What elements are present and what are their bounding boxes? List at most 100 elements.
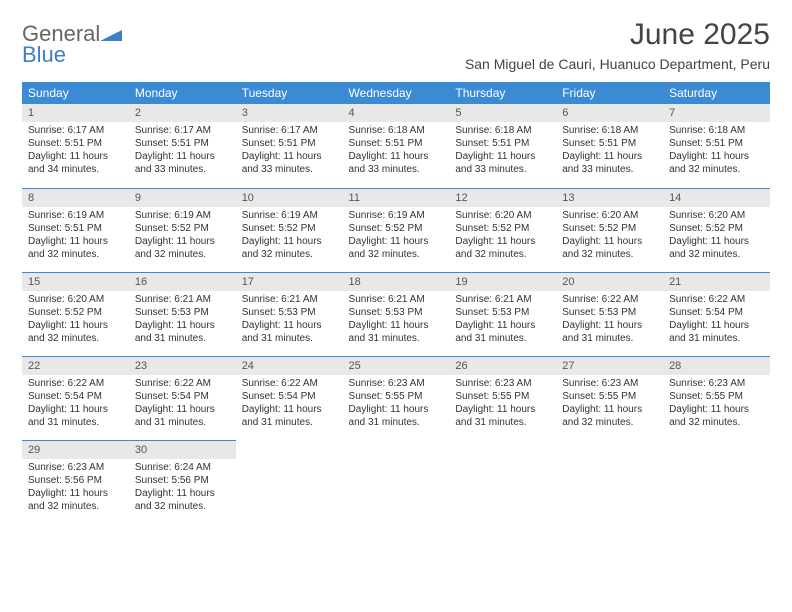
sunset-text: Sunset: 5:56 PM bbox=[135, 474, 230, 487]
day-number: 21 bbox=[663, 273, 770, 291]
calendar-week-row: 15Sunrise: 6:20 AMSunset: 5:52 PMDayligh… bbox=[22, 272, 770, 356]
calendar-week-row: 1Sunrise: 6:17 AMSunset: 5:51 PMDaylight… bbox=[22, 104, 770, 188]
sunset-text: Sunset: 5:55 PM bbox=[669, 390, 764, 403]
day-body: Sunrise: 6:19 AMSunset: 5:52 PMDaylight:… bbox=[129, 207, 236, 265]
calendar-day-cell: 15Sunrise: 6:20 AMSunset: 5:52 PMDayligh… bbox=[22, 272, 129, 356]
sunset-text: Sunset: 5:53 PM bbox=[135, 306, 230, 319]
day-body: Sunrise: 6:22 AMSunset: 5:54 PMDaylight:… bbox=[129, 375, 236, 433]
day-number: 23 bbox=[129, 357, 236, 375]
day-body: Sunrise: 6:22 AMSunset: 5:54 PMDaylight:… bbox=[22, 375, 129, 433]
sunrise-text: Sunrise: 6:22 AM bbox=[135, 377, 230, 390]
day-number: 9 bbox=[129, 189, 236, 207]
calendar-week-row: 22Sunrise: 6:22 AMSunset: 5:54 PMDayligh… bbox=[22, 356, 770, 440]
logo: General Blue bbox=[22, 24, 122, 66]
day-number: 27 bbox=[556, 357, 663, 375]
sunrise-text: Sunrise: 6:22 AM bbox=[669, 293, 764, 306]
sunset-text: Sunset: 5:51 PM bbox=[562, 137, 657, 150]
calendar-day-cell: 3Sunrise: 6:17 AMSunset: 5:51 PMDaylight… bbox=[236, 104, 343, 188]
day-body: Sunrise: 6:21 AMSunset: 5:53 PMDaylight:… bbox=[129, 291, 236, 349]
day-body: Sunrise: 6:19 AMSunset: 5:51 PMDaylight:… bbox=[22, 207, 129, 265]
calendar-day-cell: 27Sunrise: 6:23 AMSunset: 5:55 PMDayligh… bbox=[556, 356, 663, 440]
calendar-day-cell bbox=[236, 440, 343, 524]
weekday-header: Wednesday bbox=[343, 82, 450, 104]
day-body: Sunrise: 6:21 AMSunset: 5:53 PMDaylight:… bbox=[236, 291, 343, 349]
weekday-header-row: Sunday Monday Tuesday Wednesday Thursday… bbox=[22, 82, 770, 104]
calendar-day-cell: 13Sunrise: 6:20 AMSunset: 5:52 PMDayligh… bbox=[556, 188, 663, 272]
sunrise-text: Sunrise: 6:18 AM bbox=[562, 124, 657, 137]
sunrise-text: Sunrise: 6:20 AM bbox=[28, 293, 123, 306]
sunset-text: Sunset: 5:56 PM bbox=[28, 474, 123, 487]
day-body: Sunrise: 6:22 AMSunset: 5:53 PMDaylight:… bbox=[556, 291, 663, 349]
day-number: 8 bbox=[22, 189, 129, 207]
calendar-day-cell: 24Sunrise: 6:22 AMSunset: 5:54 PMDayligh… bbox=[236, 356, 343, 440]
calendar-day-cell: 11Sunrise: 6:19 AMSunset: 5:52 PMDayligh… bbox=[343, 188, 450, 272]
day-body: Sunrise: 6:17 AMSunset: 5:51 PMDaylight:… bbox=[236, 122, 343, 180]
day-body: Sunrise: 6:23 AMSunset: 5:55 PMDaylight:… bbox=[449, 375, 556, 433]
sunrise-text: Sunrise: 6:20 AM bbox=[455, 209, 550, 222]
sunrise-text: Sunrise: 6:21 AM bbox=[135, 293, 230, 306]
logo-triangle-icon bbox=[100, 21, 122, 46]
sunset-text: Sunset: 5:51 PM bbox=[135, 137, 230, 150]
day-body: Sunrise: 6:20 AMSunset: 5:52 PMDaylight:… bbox=[22, 291, 129, 349]
day-body: Sunrise: 6:21 AMSunset: 5:53 PMDaylight:… bbox=[343, 291, 450, 349]
sunrise-text: Sunrise: 6:23 AM bbox=[349, 377, 444, 390]
sunrise-text: Sunrise: 6:19 AM bbox=[242, 209, 337, 222]
daylight-text: Daylight: 11 hours and 31 minutes. bbox=[135, 403, 230, 429]
daylight-text: Daylight: 11 hours and 32 minutes. bbox=[669, 235, 764, 261]
sunset-text: Sunset: 5:52 PM bbox=[242, 222, 337, 235]
sunrise-text: Sunrise: 6:17 AM bbox=[242, 124, 337, 137]
daylight-text: Daylight: 11 hours and 31 minutes. bbox=[242, 319, 337, 345]
day-number: 29 bbox=[22, 441, 129, 459]
sunset-text: Sunset: 5:55 PM bbox=[562, 390, 657, 403]
day-number: 30 bbox=[129, 441, 236, 459]
calendar-day-cell: 25Sunrise: 6:23 AMSunset: 5:55 PMDayligh… bbox=[343, 356, 450, 440]
day-body: Sunrise: 6:23 AMSunset: 5:56 PMDaylight:… bbox=[22, 459, 129, 517]
day-number: 22 bbox=[22, 357, 129, 375]
day-number: 25 bbox=[343, 357, 450, 375]
sunrise-text: Sunrise: 6:22 AM bbox=[562, 293, 657, 306]
day-body: Sunrise: 6:22 AMSunset: 5:54 PMDaylight:… bbox=[663, 291, 770, 349]
logo-word2: Blue bbox=[22, 42, 66, 67]
daylight-text: Daylight: 11 hours and 31 minutes. bbox=[455, 403, 550, 429]
month-title: June 2025 bbox=[465, 18, 770, 52]
sunset-text: Sunset: 5:53 PM bbox=[349, 306, 444, 319]
sunrise-text: Sunrise: 6:20 AM bbox=[562, 209, 657, 222]
sunset-text: Sunset: 5:54 PM bbox=[28, 390, 123, 403]
day-body: Sunrise: 6:21 AMSunset: 5:53 PMDaylight:… bbox=[449, 291, 556, 349]
day-number: 13 bbox=[556, 189, 663, 207]
daylight-text: Daylight: 11 hours and 32 minutes. bbox=[669, 150, 764, 176]
sunrise-text: Sunrise: 6:19 AM bbox=[135, 209, 230, 222]
calendar-day-cell: 16Sunrise: 6:21 AMSunset: 5:53 PMDayligh… bbox=[129, 272, 236, 356]
day-body: Sunrise: 6:23 AMSunset: 5:55 PMDaylight:… bbox=[343, 375, 450, 433]
sunset-text: Sunset: 5:51 PM bbox=[669, 137, 764, 150]
daylight-text: Daylight: 11 hours and 33 minutes. bbox=[349, 150, 444, 176]
calendar-day-cell: 5Sunrise: 6:18 AMSunset: 5:51 PMDaylight… bbox=[449, 104, 556, 188]
daylight-text: Daylight: 11 hours and 31 minutes. bbox=[28, 403, 123, 429]
calendar-day-cell: 8Sunrise: 6:19 AMSunset: 5:51 PMDaylight… bbox=[22, 188, 129, 272]
sunrise-text: Sunrise: 6:23 AM bbox=[28, 461, 123, 474]
daylight-text: Daylight: 11 hours and 32 minutes. bbox=[455, 235, 550, 261]
calendar-day-cell: 22Sunrise: 6:22 AMSunset: 5:54 PMDayligh… bbox=[22, 356, 129, 440]
sunset-text: Sunset: 5:53 PM bbox=[455, 306, 550, 319]
calendar-day-cell bbox=[449, 440, 556, 524]
sunrise-text: Sunrise: 6:22 AM bbox=[28, 377, 123, 390]
day-number: 2 bbox=[129, 104, 236, 122]
day-number: 6 bbox=[556, 104, 663, 122]
sunrise-text: Sunrise: 6:20 AM bbox=[669, 209, 764, 222]
day-body: Sunrise: 6:17 AMSunset: 5:51 PMDaylight:… bbox=[129, 122, 236, 180]
calendar-day-cell: 30Sunrise: 6:24 AMSunset: 5:56 PMDayligh… bbox=[129, 440, 236, 524]
calendar-day-cell: 9Sunrise: 6:19 AMSunset: 5:52 PMDaylight… bbox=[129, 188, 236, 272]
sunset-text: Sunset: 5:54 PM bbox=[135, 390, 230, 403]
daylight-text: Daylight: 11 hours and 31 minutes. bbox=[242, 403, 337, 429]
sunrise-text: Sunrise: 6:17 AM bbox=[135, 124, 230, 137]
day-number: 4 bbox=[343, 104, 450, 122]
daylight-text: Daylight: 11 hours and 33 minutes. bbox=[562, 150, 657, 176]
day-body: Sunrise: 6:19 AMSunset: 5:52 PMDaylight:… bbox=[236, 207, 343, 265]
daylight-text: Daylight: 11 hours and 31 minutes. bbox=[455, 319, 550, 345]
calendar-week-row: 29Sunrise: 6:23 AMSunset: 5:56 PMDayligh… bbox=[22, 440, 770, 524]
calendar-table: Sunday Monday Tuesday Wednesday Thursday… bbox=[22, 82, 770, 524]
sunrise-text: Sunrise: 6:19 AM bbox=[349, 209, 444, 222]
sunset-text: Sunset: 5:51 PM bbox=[28, 222, 123, 235]
sunrise-text: Sunrise: 6:18 AM bbox=[349, 124, 444, 137]
day-body: Sunrise: 6:18 AMSunset: 5:51 PMDaylight:… bbox=[556, 122, 663, 180]
